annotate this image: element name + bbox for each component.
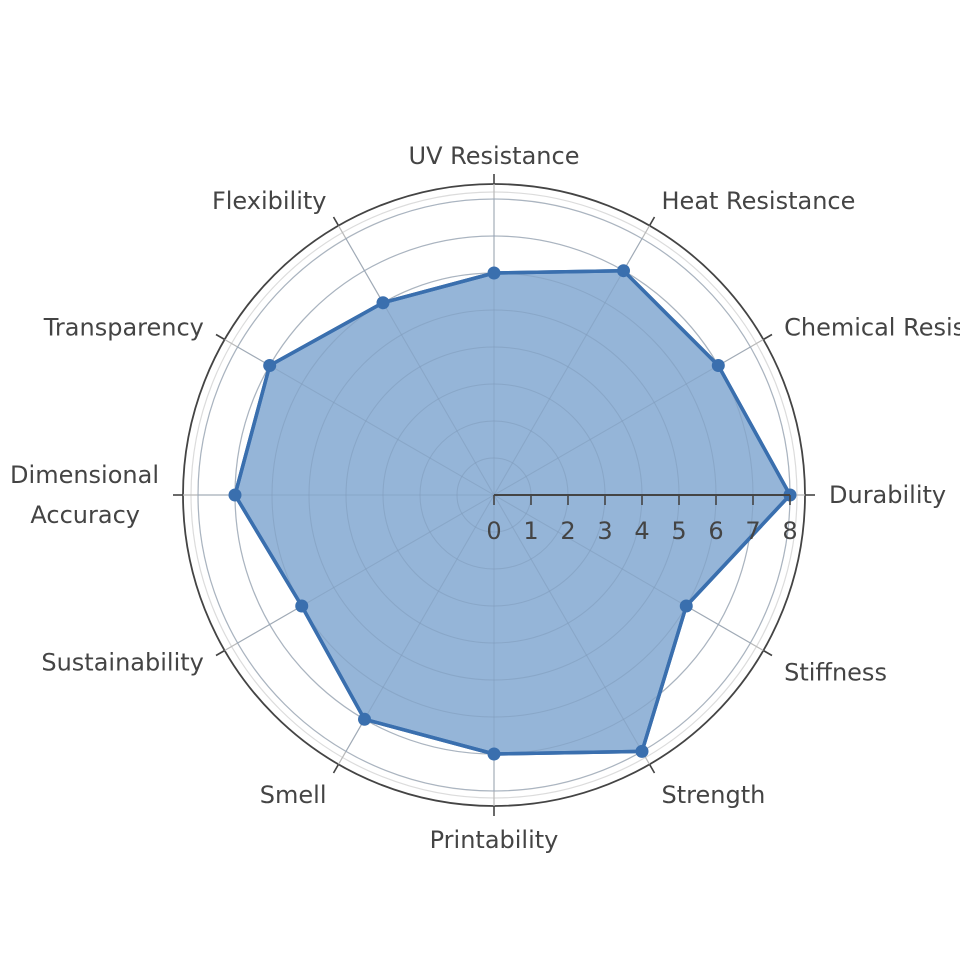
radial-tick-label: 3: [597, 517, 612, 545]
data-point-stiffness: [679, 599, 693, 613]
axis-label-dimensional-accuracy: Dimensional Accuracy: [10, 461, 159, 529]
grid-spoke-overlay: [237, 494, 495, 644]
radial-tick-label: 8: [782, 517, 797, 545]
axis-label-sustainability: Sustainability: [41, 649, 204, 677]
axis-label-chemical-resistance: Chemical Resistance: [784, 314, 960, 342]
radial-tick-label: 7: [745, 517, 760, 545]
axis-label-transparency: Transparency: [43, 314, 204, 342]
data-point-heat-resistance: [617, 264, 630, 278]
radial-tick-label: 1: [523, 517, 538, 545]
axis-label-uv-resistance: UV Resistance: [409, 142, 580, 170]
angular-tick: [332, 216, 340, 227]
grid-spoke-overlay: [493, 238, 643, 496]
grid-spoke-overlay: [493, 494, 643, 752]
data-point-strength: [635, 744, 649, 758]
radial-tick-label: 5: [671, 517, 686, 545]
data-point-flexibility: [376, 296, 390, 310]
data-point-chemical-resistance: [711, 359, 725, 372]
axis-label-smell: Smell: [260, 781, 327, 809]
data-point-sustainability: [295, 599, 309, 613]
data-point-dimensional-accuracy: [228, 488, 242, 502]
radial-tick-label: 0: [486, 517, 501, 545]
data-layer: [197, 198, 797, 792]
axis-label-heat-resistance: Heat Resistance: [662, 187, 856, 215]
data-point-transparency: [263, 359, 277, 372]
data-point-printability: [487, 747, 501, 761]
grid-spoke-overlay: [237, 346, 495, 496]
grid-spoke-overlay: [493, 346, 751, 496]
angular-tick: [215, 333, 226, 341]
label-layer: Durability Chemical Resistance Heat Resist…: [10, 142, 960, 854]
radial-tick-label: 6: [708, 517, 723, 545]
data-point-smell: [358, 712, 371, 726]
data-series-area: [233, 268, 792, 756]
angular-tick: [762, 649, 773, 657]
angular-tick: [648, 763, 656, 774]
radial-tick-label: 4: [634, 517, 649, 545]
axis-label-stiffness: Stiffness: [784, 659, 887, 687]
axis-label-durability: Durability: [829, 481, 946, 509]
data-point-uv-resistance: [487, 266, 501, 280]
angular-tick: [215, 649, 226, 657]
angular-tick: [762, 333, 773, 341]
axis-label-strength: Strength: [662, 781, 766, 809]
axis-label-flexibility: Flexibility: [212, 187, 327, 215]
grid-spoke-overlay: [493, 494, 751, 644]
angular-tick: [648, 216, 656, 227]
angular-tick: [332, 763, 340, 774]
radial-tick-label: 2: [560, 517, 575, 545]
grid-spoke-overlay: [345, 238, 495, 496]
axis-label-printability: Printability: [430, 826, 559, 854]
grid-spoke-overlay: [345, 494, 495, 752]
